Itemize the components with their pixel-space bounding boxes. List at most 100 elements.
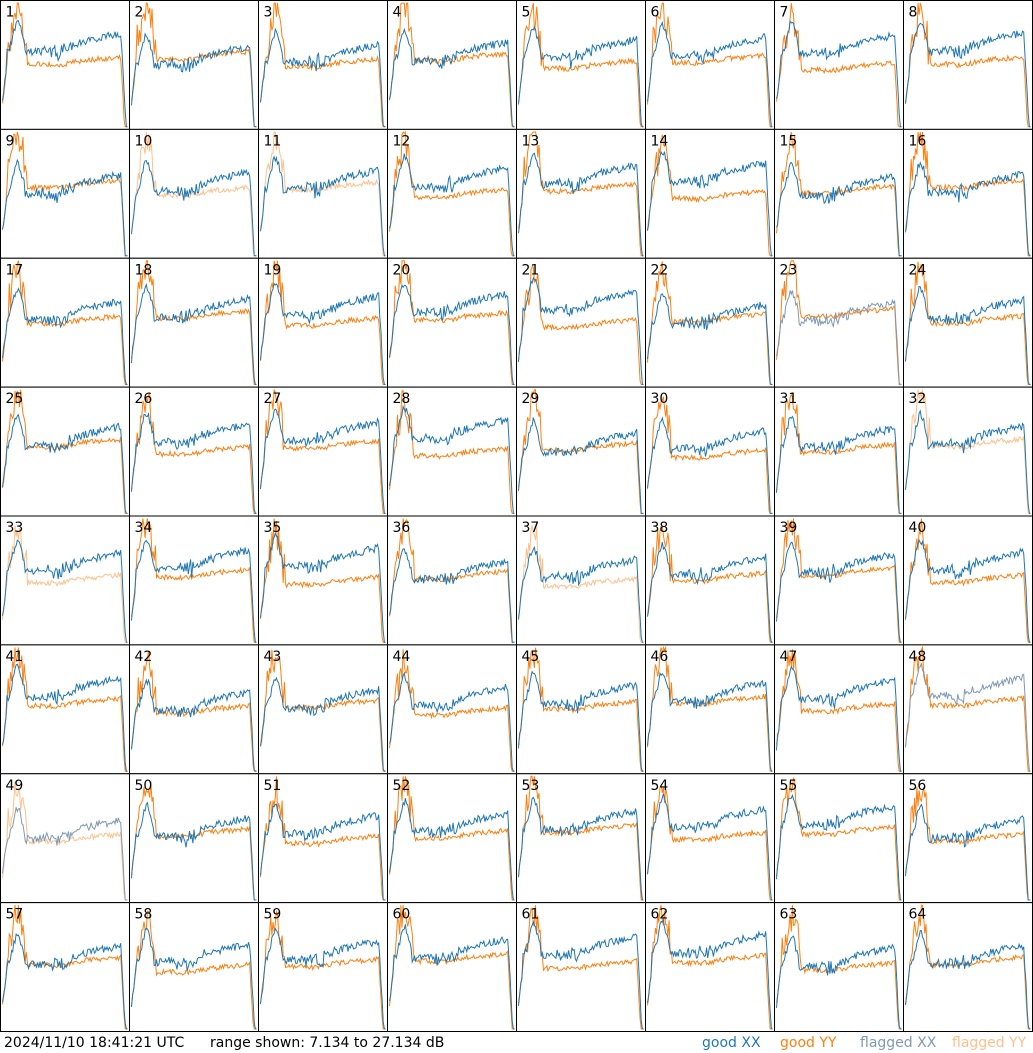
panel-label: 53 bbox=[522, 778, 540, 794]
panel-label: 33 bbox=[6, 520, 24, 536]
panel-label: 37 bbox=[522, 520, 540, 536]
panel-frame bbox=[387, 0, 517, 130]
panel-18: 18 bbox=[129, 257, 259, 388]
series-xx bbox=[647, 918, 773, 1030]
series-yy bbox=[776, 131, 902, 257]
panel-label: 40 bbox=[909, 520, 927, 536]
panel-31: 31 bbox=[774, 386, 904, 517]
panel-label: 25 bbox=[6, 391, 24, 407]
series-xx bbox=[260, 27, 386, 128]
series-xx bbox=[776, 664, 902, 772]
series-xx bbox=[389, 27, 515, 128]
series-xx bbox=[518, 796, 644, 901]
series-xx bbox=[647, 293, 773, 385]
series-xx bbox=[389, 404, 515, 514]
series-xx bbox=[647, 541, 773, 643]
series-yy bbox=[2, 131, 128, 257]
panel-frame bbox=[0, 902, 130, 1032]
panel-label: 46 bbox=[651, 649, 669, 665]
panel-label: 51 bbox=[264, 778, 282, 794]
panel-57: 57 bbox=[0, 902, 130, 1032]
panel-44: 44 bbox=[387, 644, 517, 775]
series-yy bbox=[131, 391, 257, 514]
panel-22: 22 bbox=[645, 257, 775, 388]
panel-frame bbox=[903, 0, 1033, 130]
panel-23: 23 bbox=[774, 257, 904, 388]
series-xx bbox=[2, 663, 128, 772]
panel-label: 27 bbox=[264, 391, 282, 407]
panel-label: 41 bbox=[6, 649, 24, 665]
panel-label: 12 bbox=[393, 133, 411, 149]
panel-label: 1 bbox=[6, 5, 15, 21]
series-xx bbox=[518, 670, 644, 772]
series-yy bbox=[131, 518, 257, 643]
panel-label: 17 bbox=[6, 262, 24, 278]
legend-flagged-yy: flagged YY bbox=[952, 1035, 1027, 1051]
panel-label: 19 bbox=[264, 262, 282, 278]
panel-frame bbox=[645, 0, 775, 130]
series-xx bbox=[260, 676, 386, 772]
panel-label: 13 bbox=[522, 133, 540, 149]
series-yy bbox=[647, 905, 773, 1030]
series-xx bbox=[260, 803, 386, 901]
panel-frame bbox=[258, 515, 388, 646]
panel-48: 48 bbox=[903, 644, 1033, 775]
panel-label: 34 bbox=[135, 520, 153, 536]
panel-label: 63 bbox=[780, 907, 798, 923]
series-yy bbox=[518, 525, 644, 643]
panel-52: 52 bbox=[387, 773, 517, 904]
series-yy bbox=[131, 781, 257, 901]
panel-59: 59 bbox=[258, 902, 388, 1032]
series-yy bbox=[389, 776, 515, 901]
legend-good-xx: good XX bbox=[702, 1035, 761, 1051]
panel-label: 7 bbox=[780, 5, 789, 21]
panel-frame bbox=[0, 773, 130, 904]
panel-27: 27 bbox=[258, 386, 388, 517]
panel-51: 51 bbox=[258, 773, 388, 904]
legend-flagged-xx: flagged XX bbox=[860, 1035, 937, 1051]
panel-38: 38 bbox=[645, 515, 775, 646]
series-xx bbox=[260, 531, 386, 643]
series-yy bbox=[131, 260, 257, 385]
series-yy bbox=[260, 260, 386, 385]
panel-36: 36 bbox=[387, 515, 517, 646]
panel-62: 62 bbox=[645, 902, 775, 1032]
series-yy bbox=[905, 389, 1031, 514]
panel-frame bbox=[645, 902, 775, 1032]
panel-41: 41 bbox=[0, 644, 130, 775]
panel-label: 15 bbox=[780, 133, 798, 149]
panel-label: 58 bbox=[135, 907, 153, 923]
series-xx bbox=[905, 803, 1031, 901]
series-xx bbox=[776, 19, 902, 128]
series-xx bbox=[518, 417, 644, 514]
panel-frame bbox=[903, 515, 1033, 646]
series-xx bbox=[776, 161, 902, 257]
panel-19: 19 bbox=[258, 257, 388, 388]
series-xx bbox=[905, 22, 1031, 128]
panel-label: 5 bbox=[522, 5, 531, 21]
panel-label: 23 bbox=[780, 262, 798, 278]
panel-frame bbox=[903, 257, 1033, 388]
panel-label: 64 bbox=[909, 907, 927, 923]
panel-16: 16 bbox=[903, 128, 1033, 259]
panel-label: 57 bbox=[6, 907, 24, 923]
series-xx bbox=[518, 276, 644, 385]
panel-9: 9 bbox=[0, 128, 130, 259]
panel-64: 64 bbox=[903, 902, 1033, 1032]
panel-40: 40 bbox=[903, 515, 1033, 646]
series-xx bbox=[131, 539, 257, 643]
panel-label: 9 bbox=[6, 133, 15, 149]
series-yy bbox=[389, 260, 515, 385]
panel-frame bbox=[129, 773, 259, 904]
panel-frame bbox=[0, 515, 130, 646]
series-yy bbox=[260, 518, 386, 643]
series-yy bbox=[518, 775, 644, 901]
panel-53: 53 bbox=[516, 773, 646, 904]
panel-frame bbox=[903, 644, 1033, 775]
series-xx bbox=[647, 671, 773, 772]
panel-label: 45 bbox=[522, 649, 540, 665]
series-yy bbox=[260, 649, 386, 772]
panel-label: 26 bbox=[135, 391, 153, 407]
panel-8: 8 bbox=[903, 0, 1033, 130]
